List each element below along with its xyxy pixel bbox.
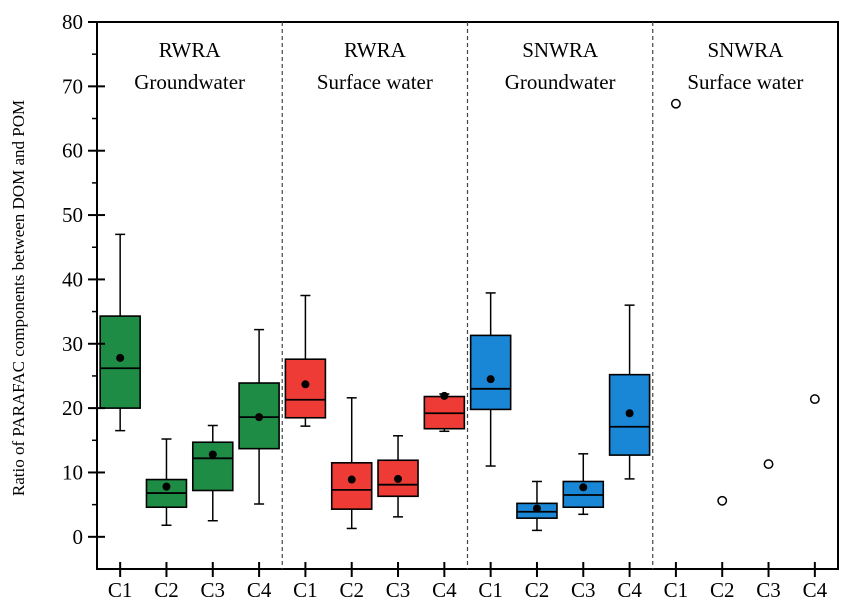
- box-iqr: [99, 315, 141, 409]
- x-tick-label: C4: [803, 578, 828, 599]
- panel-titles: RWRA Groundwater RWRA Surface water SNWRA Gro…: [134, 38, 803, 94]
- y-axis-label: Ratio of PARAFAC components between DOM …: [9, 100, 28, 496]
- x-tick-label: C2: [710, 578, 735, 599]
- x-tick-label: C2: [154, 578, 179, 599]
- panel-title-line2: Groundwater: [134, 70, 245, 94]
- mean-point: [486, 375, 495, 384]
- box-iqr: [191, 441, 234, 492]
- data-point: [809, 394, 820, 405]
- x-tick-label: C3: [756, 578, 781, 599]
- y-tick-label: 40: [62, 267, 83, 291]
- panel-title-line1: SNWRA: [707, 38, 784, 62]
- panel-title-line2: Groundwater: [505, 70, 616, 94]
- mean-point: [208, 450, 217, 459]
- x-tick-label: C2: [339, 578, 364, 599]
- mean-point: [579, 483, 588, 492]
- data-point: [717, 495, 728, 506]
- mean-point: [625, 409, 634, 418]
- x-tick-label: C3: [201, 578, 226, 599]
- box-iqr: [284, 358, 327, 419]
- x-tick-label: C4: [432, 578, 457, 599]
- x-tick-label: C2: [525, 578, 550, 599]
- y-tick-label: 0: [73, 525, 84, 549]
- x-tick-label: C3: [386, 578, 411, 599]
- mean-point: [440, 391, 449, 400]
- y-tick-label: 70: [62, 74, 83, 98]
- mean-point: [532, 504, 541, 513]
- x-tick-label: C3: [571, 578, 596, 599]
- x-tick-label: C4: [247, 578, 272, 599]
- y-tick-label: 50: [62, 203, 83, 227]
- panel-title-line1: RWRA: [159, 38, 222, 62]
- mean-point: [116, 353, 125, 362]
- y-tick-label: 60: [62, 139, 83, 163]
- x-tick-label: C4: [617, 578, 642, 599]
- data-point: [670, 98, 681, 109]
- box-iqr: [469, 334, 512, 411]
- mean-point: [301, 380, 310, 389]
- data-point: [763, 459, 774, 470]
- box-iqr: [330, 462, 373, 510]
- panel-dividers: [281, 22, 654, 569]
- panel-title-line1: SNWRA: [522, 38, 599, 62]
- panel-title-line1: RWRA: [344, 38, 407, 62]
- y-tick-label: 80: [62, 10, 83, 34]
- axes: 0 10 20 30 40 50 60 70 80 C1 C2 C3 C4 C1 C2 C3 C4 C1 C2 C3 C…: [62, 10, 828, 599]
- box-iqr: [608, 373, 651, 456]
- x-tick-label: C1: [664, 578, 689, 599]
- y-tick-label: 20: [62, 396, 83, 420]
- mean-point: [255, 413, 264, 422]
- mean-point: [162, 482, 171, 491]
- x-tick-label: C1: [293, 578, 318, 599]
- y-tick-label: 30: [62, 332, 83, 356]
- boxes: [99, 98, 820, 532]
- x-tick-label: C1: [108, 578, 133, 599]
- x-tick-label: C1: [478, 578, 503, 599]
- panel-title-line2: Surface water: [317, 70, 433, 94]
- mean-point: [347, 475, 356, 484]
- y-tick-label: 10: [62, 460, 83, 484]
- mean-point: [394, 474, 403, 483]
- panel-title-line2: Surface water: [687, 70, 803, 94]
